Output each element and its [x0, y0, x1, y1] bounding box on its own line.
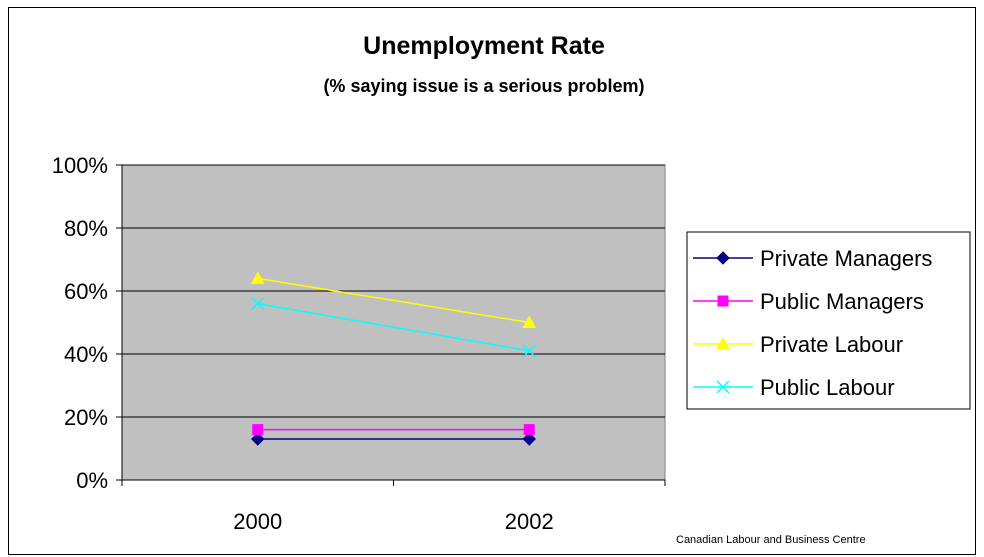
series-private-managers	[251, 432, 536, 446]
y-tick-label: 40%	[64, 342, 108, 367]
y-tick-labels: 0% 20% 40% 60% 80% 100%	[52, 153, 108, 493]
legend-item: Public Managers	[693, 289, 924, 314]
series-public-managers	[252, 424, 535, 436]
series-public-labour	[251, 297, 536, 358]
y-tick-label: 80%	[64, 216, 108, 241]
data-point	[522, 315, 537, 328]
y-tick-label: 20%	[64, 405, 108, 430]
series-layer	[250, 271, 537, 446]
x-tick-label: 2000	[233, 509, 282, 534]
legend-item: Private Labour	[693, 332, 903, 357]
source-note: Canadian Labour and Business Centre	[676, 534, 866, 546]
legend-box	[686, 231, 971, 410]
legend-item: Public Labour	[693, 375, 895, 400]
series-private-labour	[250, 271, 537, 328]
x-tick-labels: 2000 2002	[233, 509, 553, 534]
legend-marker	[716, 380, 730, 394]
data-point	[522, 432, 536, 446]
data-point	[252, 424, 264, 436]
legend-label: Private Managers	[760, 246, 932, 271]
legend-marker	[717, 295, 729, 307]
chart-title: Unemployment Rate	[363, 32, 605, 60]
legend-item: Private Managers	[693, 246, 932, 271]
series-line	[257, 302, 530, 352]
x-tick-label: 2002	[505, 509, 554, 534]
legend-label: Private Labour	[760, 332, 903, 357]
y-tick-label: 60%	[64, 279, 108, 304]
legend: Private Managers Public Managers Private L…	[686, 231, 971, 410]
axes	[116, 164, 666, 486]
y-tick-label: 0%	[76, 468, 108, 493]
data-point	[523, 424, 535, 436]
plot-area	[121, 164, 666, 481]
data-point	[251, 432, 265, 446]
y-tick-label: 100%	[52, 153, 108, 178]
data-point	[522, 344, 536, 358]
chart-subtitle: (% saying issue is a serious problem)	[323, 76, 645, 96]
data-point	[250, 271, 265, 284]
grid-lines	[122, 164, 665, 418]
data-point	[251, 297, 265, 311]
series-line	[257, 277, 530, 324]
legend-label: Public Labour	[760, 375, 895, 400]
legend-label: Public Managers	[760, 289, 924, 314]
legend-marker	[716, 251, 730, 265]
legend-marker	[716, 336, 730, 350]
